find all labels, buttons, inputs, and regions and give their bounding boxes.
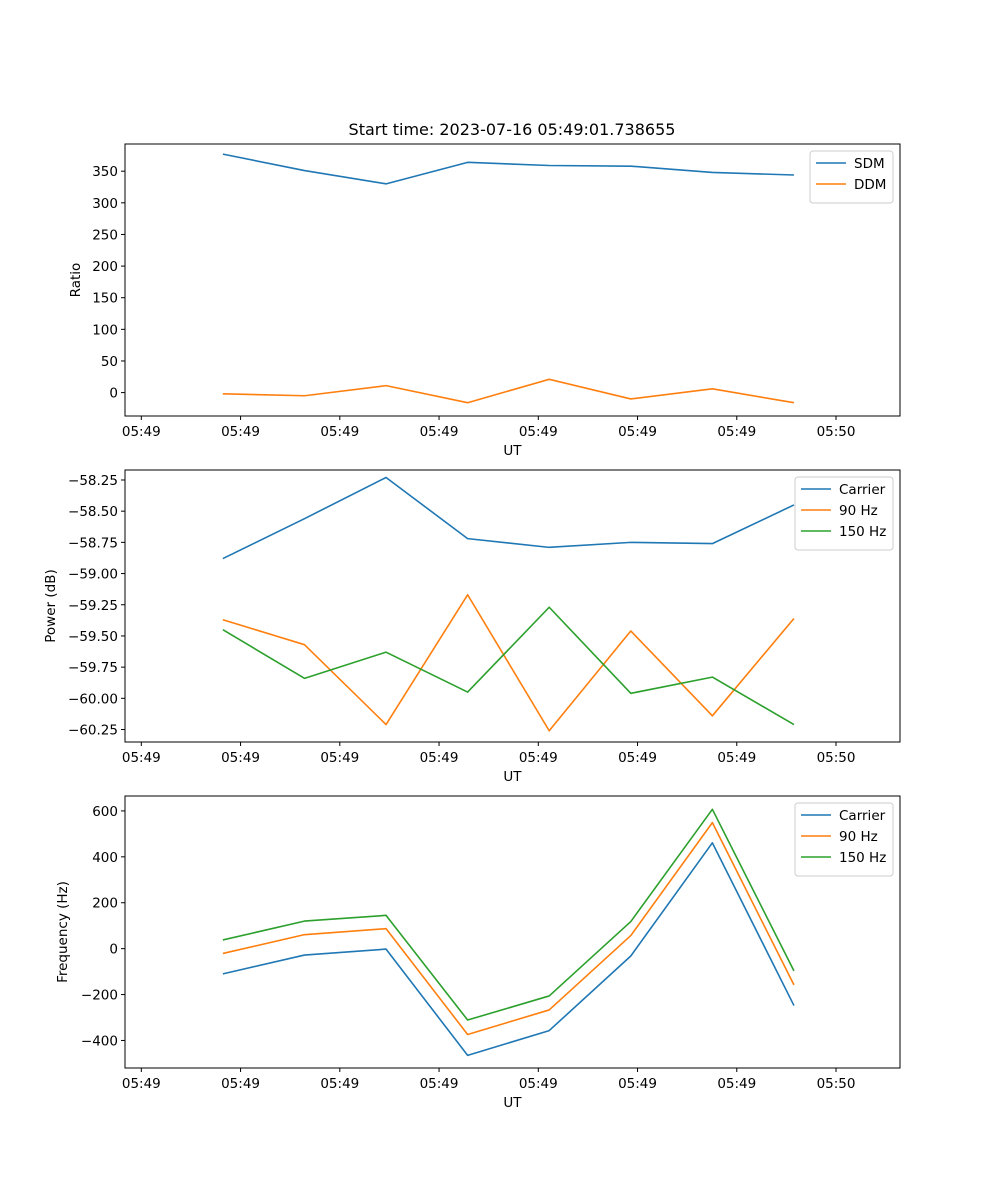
y-tick-label: 100 <box>92 322 118 338</box>
legend-label-carrier: Carrier <box>839 482 886 498</box>
y-tick-label: 0 <box>109 386 118 402</box>
x-tick-label: 05:49 <box>618 1076 657 1092</box>
y-tick-label: −400 <box>81 1033 118 1049</box>
y-tick-label: 200 <box>92 259 118 275</box>
axes-frame <box>124 143 901 417</box>
x-tick-label: 05:50 <box>817 424 856 440</box>
x-tick-label: 05:49 <box>420 1076 459 1092</box>
y-tick-label: −60.25 <box>68 723 118 739</box>
x-axis-label: UT <box>503 1095 522 1111</box>
series-line-carrier <box>222 476 795 560</box>
legend-label-90-hz: 90 Hz <box>839 829 878 845</box>
y-tick-label: −59.75 <box>68 660 118 676</box>
series-line-carrier <box>222 842 795 1057</box>
y-tick-label: −58.25 <box>68 473 118 489</box>
y-axis-label: Ratio <box>68 263 84 298</box>
y-tick-label: 400 <box>92 850 118 866</box>
y-tick-label: −59.50 <box>68 629 118 645</box>
x-tick-label: 05:49 <box>717 1076 756 1092</box>
y-tick-label: −58.75 <box>68 535 118 551</box>
series-line-ddm <box>222 378 795 404</box>
legend-label-sdm: SDM <box>854 156 885 172</box>
y-tick-label: −200 <box>81 988 118 1004</box>
series-line-150-hz <box>222 606 795 726</box>
axes-frame <box>124 469 901 743</box>
y-tick-label: −58.50 <box>68 504 118 520</box>
x-tick-label: 05:49 <box>618 424 657 440</box>
legend-label-150-hz: 150 Hz <box>839 524 886 540</box>
y-tick-label: 250 <box>92 227 118 243</box>
x-tick-label: 05:49 <box>420 750 459 766</box>
frequency-panel: 05:49 05:49 05:49 05:49 05:49 05:49 05:49 05:50… <box>55 795 901 1111</box>
x-tick-label: 05:49 <box>519 424 558 440</box>
x-axis-label: UT <box>503 443 522 459</box>
x-tick-label: 05:49 <box>717 424 756 440</box>
y-tick-label: 50 <box>101 354 118 370</box>
x-tick-label: 05:49 <box>122 424 161 440</box>
series-line-90-hz <box>222 593 795 732</box>
x-tick-label: 05:49 <box>320 1076 359 1092</box>
series-line-sdm <box>222 153 794 185</box>
y-tick-label: −59.25 <box>68 598 118 614</box>
x-tick-label: 05:49 <box>221 424 260 440</box>
series-line-150-hz <box>222 808 795 1021</box>
x-tick-label: 05:49 <box>221 1076 260 1092</box>
legend-label-90-hz: 90 Hz <box>839 503 878 519</box>
legend-label-carrier: Carrier <box>839 808 886 824</box>
x-tick-label: 05:49 <box>717 750 756 766</box>
series-line-90-hz <box>222 821 795 1036</box>
x-axis-label: UT <box>503 769 522 785</box>
legend-label-150-hz: 150 Hz <box>839 850 886 866</box>
x-tick-label: 05:49 <box>519 1076 558 1092</box>
y-tick-label: −59.00 <box>68 567 118 583</box>
x-tick-label: 05:50 <box>817 1076 856 1092</box>
x-tick-label: 05:50 <box>817 750 856 766</box>
x-tick-label: 05:49 <box>221 750 260 766</box>
x-tick-label: 05:49 <box>320 424 359 440</box>
y-tick-label: 300 <box>92 196 118 212</box>
x-tick-label: 05:49 <box>420 424 459 440</box>
chart-title: Start time: 2023-07-16 05:49:01.738655 <box>349 120 676 139</box>
legend-box <box>809 150 894 204</box>
y-tick-label: 200 <box>92 896 118 912</box>
ratio-panel: 05:49 05:49 05:49 05:49 05:49 05:49 05:49 05:50… <box>68 143 901 459</box>
x-tick-label: 05:49 <box>122 750 161 766</box>
y-tick-label: 600 <box>92 804 118 820</box>
x-tick-label: 05:49 <box>519 750 558 766</box>
y-tick-label: 150 <box>92 291 118 307</box>
y-tick-label: 350 <box>92 164 118 180</box>
y-tick-label: −60.00 <box>68 691 118 707</box>
axes-frame <box>124 795 901 1069</box>
power-panel: 05:49 05:49 05:49 05:49 05:49 05:49 05:49 05:50… <box>43 469 901 785</box>
x-tick-label: 05:49 <box>618 750 657 766</box>
y-axis-label: Frequency (Hz) <box>55 881 71 983</box>
x-tick-label: 05:49 <box>320 750 359 766</box>
y-axis-label: Power (dB) <box>43 569 59 642</box>
x-tick-label: 05:49 <box>122 1076 161 1092</box>
y-tick-label: 0 <box>109 942 118 958</box>
legend-label-ddm: DDM <box>854 177 886 193</box>
